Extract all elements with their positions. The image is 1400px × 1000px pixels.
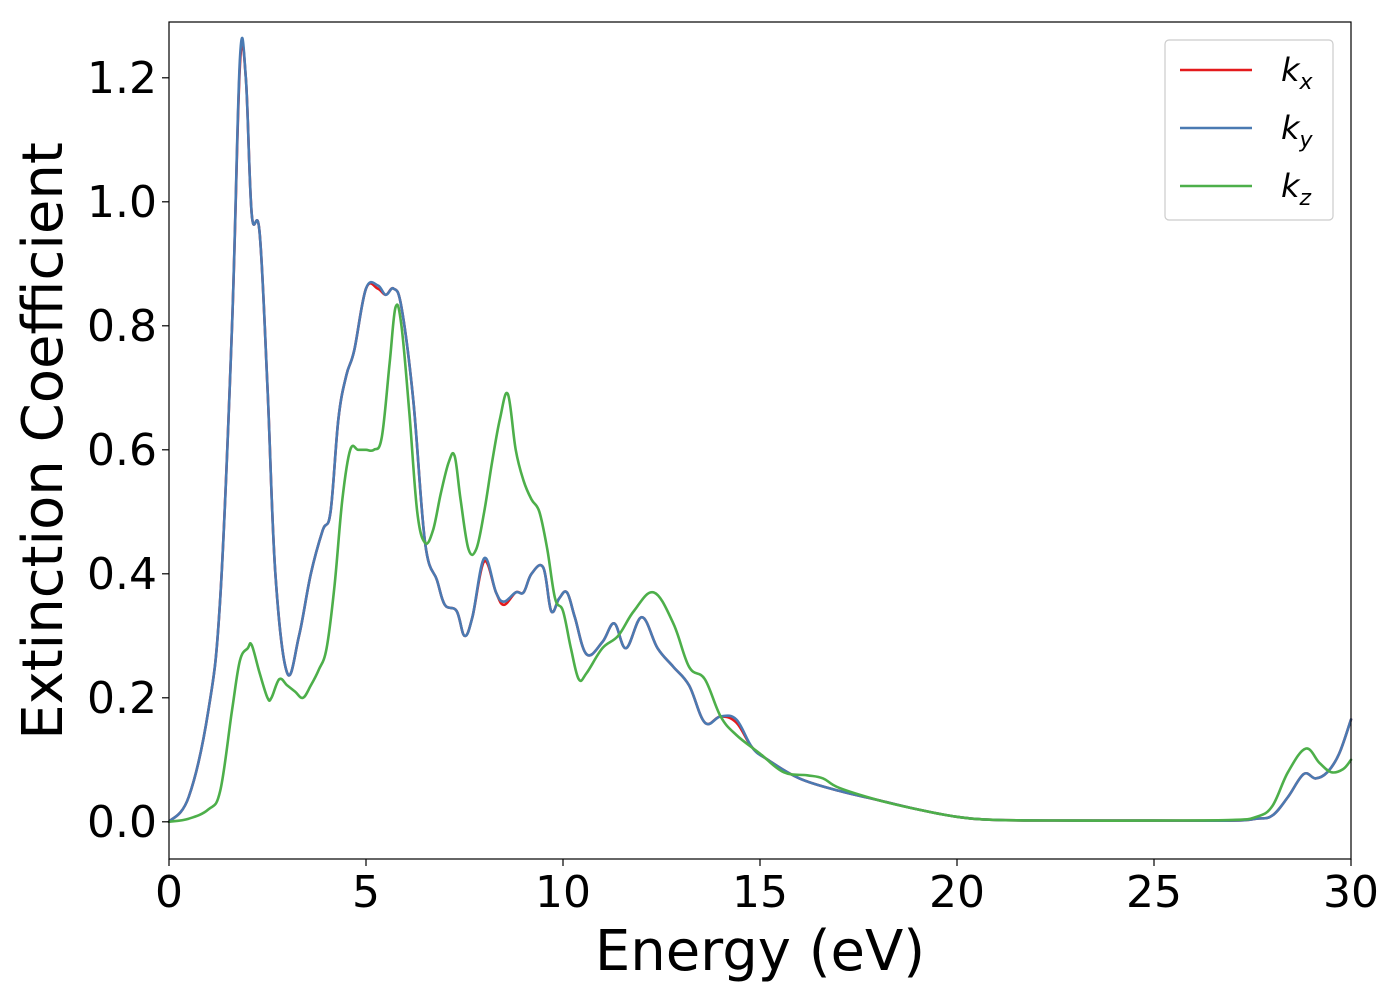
y-tick-label: 1.2	[87, 53, 157, 104]
x-tick-label: 10	[535, 867, 591, 918]
legend-label-x: kx	[1281, 51, 1314, 95]
x-axis: 0 5 10 15 20 25 30	[155, 859, 1379, 918]
y-tick-label: 0.6	[87, 425, 157, 476]
y-tick-label: 0.2	[87, 673, 157, 724]
x-tick-label: 0	[155, 867, 183, 918]
y-axis-label: Extinction Coefficient	[11, 142, 76, 740]
series-line-z	[167, 303, 1353, 824]
series-layer	[167, 36, 1353, 824]
legend-label-y: ky	[1281, 109, 1314, 153]
x-tick-label: 5	[352, 867, 380, 918]
y-tick-label: 0.4	[87, 549, 157, 600]
y-tick-label: 0.0	[87, 797, 157, 848]
y-tick-label: 0.8	[87, 301, 157, 352]
y-tick-label: 1.0	[87, 177, 157, 228]
x-axis-label: Energy (eV)	[595, 919, 925, 984]
x-tick-label: 25	[1126, 867, 1182, 918]
legend-box	[1164, 39, 1334, 221]
x-tick-label: 20	[929, 867, 985, 918]
x-tick-label: 15	[732, 867, 788, 918]
x-tick-label: 30	[1323, 867, 1379, 918]
y-axis: 0.0 0.2 0.4 0.6 0.8 1.0 1.2	[87, 53, 169, 848]
legend-label-z: kz	[1281, 167, 1312, 211]
legend: kx ky kz	[1164, 39, 1334, 221]
